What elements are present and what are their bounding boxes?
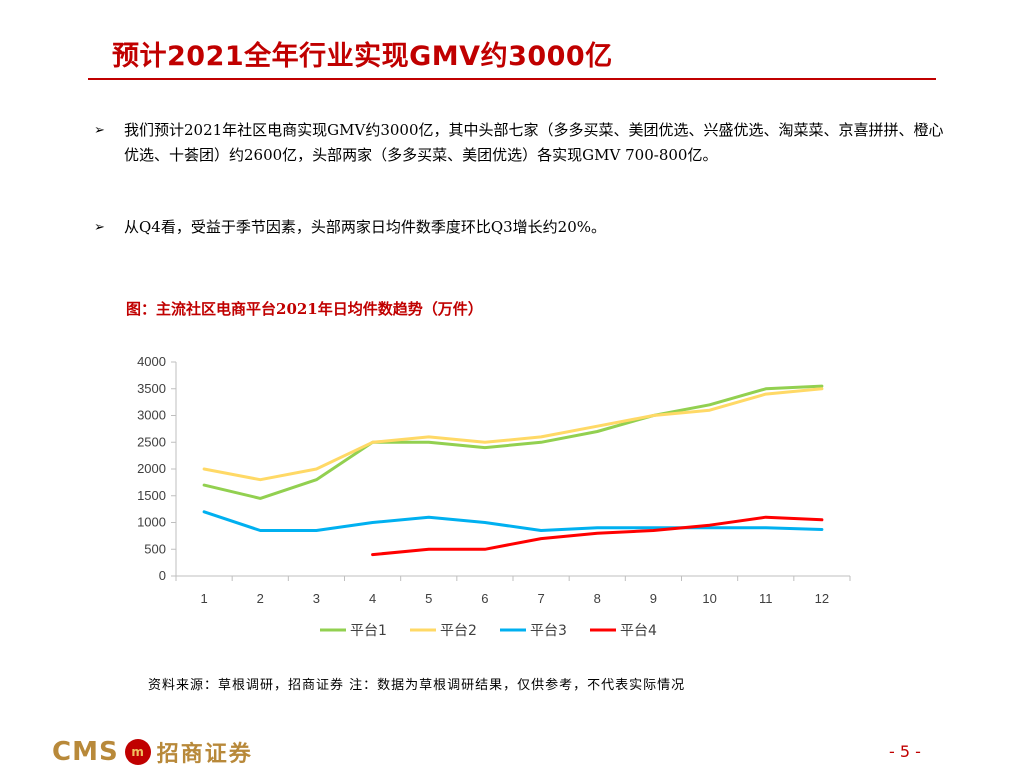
logo-company-name: 招商证券: [156, 741, 253, 767]
page-number: - 5 -: [889, 742, 921, 761]
x-tick-label: 11: [759, 591, 773, 606]
y-tick-label: 3500: [137, 381, 166, 396]
y-tick-label: 1000: [137, 515, 166, 530]
legend-label-3: 平台3: [530, 623, 567, 639]
bullet-1-text: 我们预计2021年社区电商实现GMV约3000亿，其中头部七家（多多买菜、美团优…: [124, 121, 944, 164]
series-line-3: [202, 510, 824, 532]
x-tick-label: 8: [594, 591, 601, 606]
y-tick-label: 2500: [137, 434, 166, 449]
y-tick-label: 500: [144, 541, 166, 556]
bullet-arrow-icon: ➢: [94, 220, 105, 235]
bullet-1: ➢ 我们预计2021年社区电商实现GMV约3000亿，其中头部七家（多多买菜、美…: [94, 118, 944, 168]
x-tick-label: 7: [537, 591, 544, 606]
x-tick-label: 12: [815, 591, 829, 606]
series-line-1: [202, 384, 824, 500]
legend-label-4: 平台4: [620, 623, 657, 639]
legend-label-1: 平台1: [350, 623, 387, 639]
x-tick-label: 6: [481, 591, 488, 606]
logo-mark-icon: m: [124, 739, 151, 765]
source-note: 资料来源：草根调研，招商证券 注：数据为草根调研结果，仅供参考，不代表实际情况: [148, 678, 686, 693]
bullet-2-text: 从Q4看，受益于季节因素，头部两家日均件数季度环比Q3增长约20%。: [124, 218, 607, 236]
page-title: 预计2021全年行业实现GMV约3000亿: [112, 41, 613, 72]
company-logo: CMS m 招商证券: [52, 736, 253, 768]
bullet-arrow-icon: ➢: [94, 123, 105, 138]
x-tick-label: 2: [257, 591, 264, 606]
x-tick-label: 1: [200, 591, 207, 606]
y-tick-label: 1500: [137, 488, 166, 503]
y-tick-label: 0: [159, 568, 166, 583]
y-tick-label: 4000: [137, 354, 166, 369]
legend-label-2: 平台2: [440, 623, 477, 639]
bullet-2: ➢ 从Q4看，受益于季节因素，头部两家日均件数季度环比Q3增长约20%。: [94, 215, 944, 240]
x-tick-label: 4: [369, 591, 376, 606]
figure-title: 图：主流社区电商平台2021年日均件数趋势（万件）: [126, 300, 483, 318]
x-tick-label: 9: [650, 591, 657, 606]
x-tick-label: 10: [702, 591, 716, 606]
y-tick-label: 3000: [137, 408, 166, 423]
logo-cms-text: CMS: [52, 737, 119, 767]
title-divider: [88, 78, 936, 80]
series-line-4: [371, 515, 824, 557]
series-line-2: [202, 387, 824, 482]
x-tick-label: 3: [313, 591, 320, 606]
x-tick-label: 5: [425, 591, 432, 606]
y-tick-label: 2000: [137, 461, 166, 476]
